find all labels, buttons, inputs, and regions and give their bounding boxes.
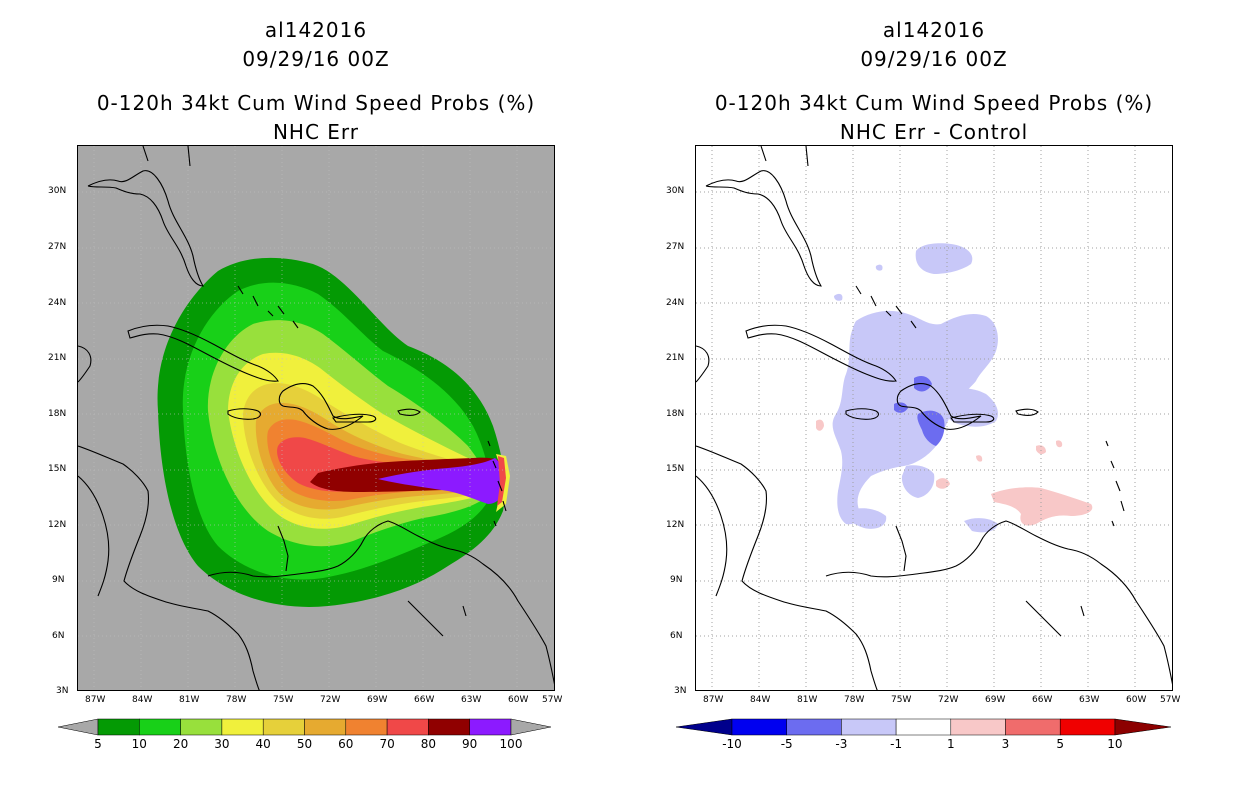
y-tick: 15N: [666, 464, 685, 474]
colorbar-cell: [221, 718, 264, 736]
colorbar-label: 20: [172, 737, 189, 751]
x-tick: 72W: [938, 695, 959, 705]
coastlines: [696, 146, 1172, 690]
colorbar-label: -5: [780, 737, 793, 751]
y-tick: 15N: [48, 464, 67, 474]
colorbar-label: 70: [379, 737, 395, 751]
colorbar-under-arrow: [58, 718, 99, 736]
colorbar-cell: [180, 718, 223, 736]
difference-contours: [816, 243, 1093, 533]
colorbar-label: 5: [94, 737, 102, 751]
y-tick: 30N: [666, 186, 685, 196]
left-colorbar: [58, 718, 552, 736]
y-tick: 3N: [674, 686, 687, 696]
colorbar-cell: [345, 718, 388, 736]
colorbar-label: -10: [722, 737, 742, 751]
colorbar-cell: [841, 718, 897, 736]
colorbar-label: 10: [131, 737, 147, 751]
colorbar-cell: [262, 718, 305, 736]
y-tick: 6N: [52, 631, 65, 641]
colorbar-label: 5: [1056, 737, 1065, 751]
x-tick: 63W: [1079, 695, 1100, 705]
colorbar-under-arrow: [676, 718, 733, 736]
left-map-panel: [77, 145, 555, 691]
x-tick: 57W: [542, 695, 563, 705]
left-datetime: 09/29/16 00Z: [242, 47, 390, 71]
left-subtitle: NHC Err: [272, 120, 360, 144]
y-tick: 24N: [666, 298, 685, 308]
x-tick: 81W: [797, 695, 818, 705]
colorbar-cell: [950, 718, 1006, 736]
right-subtitle: NHC Err - Control: [839, 120, 1029, 144]
colorbar-label: -3: [835, 737, 848, 751]
colorbar-cell: [386, 718, 429, 736]
colorbar-label: 100: [499, 737, 523, 751]
colorbar-label: 30: [214, 737, 230, 751]
colorbar-label: 50: [296, 737, 313, 751]
colorbar-label: 1: [946, 737, 955, 751]
y-tick: 24N: [48, 298, 67, 308]
x-tick: 69W: [985, 695, 1006, 705]
x-tick: 69W: [367, 695, 388, 705]
colorbar-cell: [1005, 718, 1061, 736]
x-tick: 57W: [1160, 695, 1181, 705]
colorbar-cell: [731, 718, 787, 736]
y-tick: 21N: [666, 353, 685, 363]
colorbar-cell: [97, 718, 140, 736]
colorbar-over-arrow: [1114, 718, 1172, 736]
x-tick: 75W: [273, 695, 294, 705]
right-storm-id: al142016: [882, 18, 986, 42]
x-tick: 66W: [1032, 695, 1053, 705]
y-tick: 21N: [48, 353, 67, 363]
colorbar-cell: [895, 718, 952, 736]
x-tick: 81W: [179, 695, 200, 705]
right-product-title: 0-120h 34kt Cum Wind Speed Probs (%): [714, 91, 1154, 115]
probability-contours: [157, 257, 510, 607]
colorbar-cell: [786, 718, 842, 736]
y-tick: 27N: [666, 242, 685, 252]
x-tick: 84W: [132, 695, 153, 705]
x-tick: 72W: [320, 695, 341, 705]
y-tick: 9N: [52, 575, 65, 585]
colorbar-label: 10: [1107, 737, 1123, 751]
colorbar-cell: [1059, 718, 1116, 736]
y-tick: 3N: [56, 686, 69, 696]
colorbar-label: 3: [1001, 737, 1010, 751]
y-tick: 27N: [48, 242, 67, 252]
colorbar-label: 60: [338, 737, 354, 751]
x-tick: 78W: [844, 695, 865, 705]
x-tick: 63W: [461, 695, 482, 705]
y-tick: 30N: [48, 186, 67, 196]
colorbar-cell: [469, 718, 512, 736]
x-tick: 87W: [85, 695, 106, 705]
x-tick: 60W: [1126, 695, 1147, 705]
coastlines: [78, 146, 554, 690]
colorbar-cell: [428, 718, 470, 736]
colorbar-label: 40: [255, 737, 271, 751]
y-tick: 9N: [670, 575, 683, 585]
y-tick: 18N: [48, 409, 67, 419]
x-tick: 78W: [226, 695, 247, 705]
x-tick: 84W: [750, 695, 771, 705]
left-storm-id: al142016: [264, 18, 368, 42]
colorbar-over-arrow: [510, 718, 552, 736]
right-datetime: 09/29/16 00Z: [860, 47, 1008, 71]
colorbar-label: 90: [462, 737, 478, 751]
x-tick: 60W: [508, 695, 529, 705]
x-tick: 66W: [414, 695, 435, 705]
right-map-panel: [695, 145, 1173, 691]
colorbar-label: -1: [890, 737, 903, 751]
y-tick: 18N: [666, 409, 685, 419]
left-product-title: 0-120h 34kt Cum Wind Speed Probs (%): [96, 91, 536, 115]
x-tick: 75W: [891, 695, 912, 705]
colorbar-cell: [304, 718, 347, 736]
y-tick: 12N: [48, 520, 67, 530]
x-tick: 87W: [703, 695, 724, 705]
y-tick: 12N: [666, 520, 685, 530]
y-tick: 6N: [670, 631, 683, 641]
right-colorbar: [676, 718, 1172, 736]
colorbar-cell: [139, 718, 181, 736]
colorbar-label: 80: [420, 737, 437, 751]
